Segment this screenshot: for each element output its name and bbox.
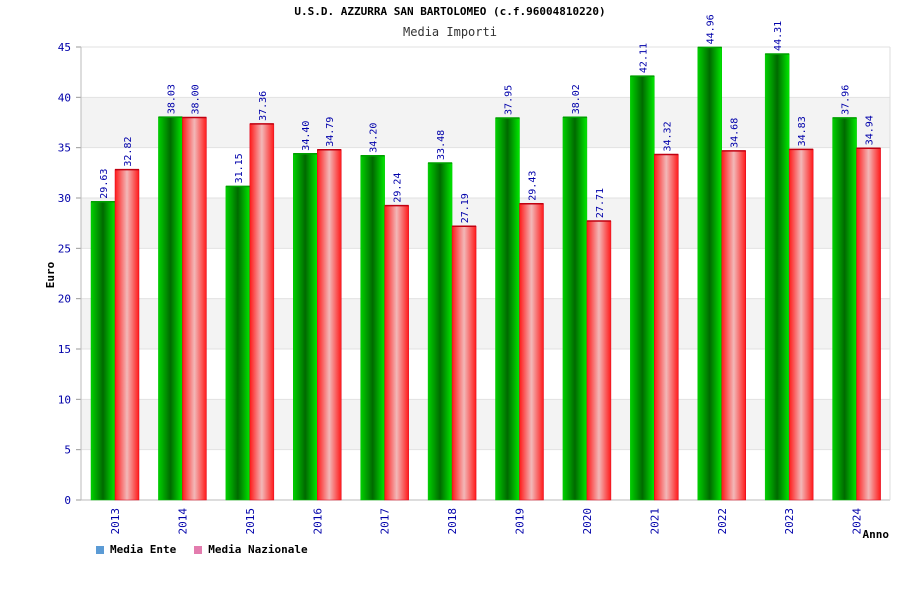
y-tick-label: 45 [58,41,71,54]
legend-item-nazionale: Media Nazionale [194,543,308,556]
data-label: 38.03 [166,84,177,114]
y-axis-title: Euro [44,261,57,288]
bar-ente [158,116,183,501]
bar-nazionale [519,203,544,501]
bar-ente [225,186,251,501]
bar-ente [697,47,722,501]
bar-nazionale [721,150,746,501]
legend-swatch-nazionale [194,545,203,554]
chart-title: U.S.D. AZZURRA SAN BARTOLOMEO (c.f.96004… [294,5,606,18]
data-label: 31.15 [234,153,245,183]
data-label: 44.96 [706,14,717,44]
data-label: 37.36 [258,91,269,121]
x-tick-label: 2015 [244,508,257,535]
bar-ente [630,75,655,501]
grid-band [81,399,890,450]
y-tick-label: 30 [58,192,71,205]
bar-nazionale [788,149,814,501]
legend: Media Ente Media Nazionale [96,543,308,556]
bar-nazionale [114,169,140,501]
x-tick-label: 2016 [311,508,324,535]
data-label: 34.94 [865,115,876,145]
x-tick-label: 2017 [379,508,392,535]
y-tick-label: 10 [58,393,71,406]
bar-ente [495,117,520,501]
y-tick-label: 15 [58,343,71,356]
x-tick-label: 2014 [176,508,189,535]
data-label: 33.48 [436,130,447,160]
data-label: 42.11 [638,43,649,73]
data-label: 44.31 [773,21,784,51]
x-tick-label: 2022 [716,508,729,535]
x-axis-title: Anno [863,528,890,541]
bar-ente [562,117,588,501]
bar-nazionale [856,148,881,501]
bar-nazionale [317,149,342,501]
data-label: 29.24 [393,173,404,203]
data-label: 34.79 [325,117,336,147]
bar-nazionale [451,226,477,501]
data-label: 34.20 [369,123,380,153]
bar-ente [293,153,318,501]
x-tick-label: 2020 [581,508,594,535]
data-label: 34.32 [662,121,673,151]
data-label: 29.43 [528,171,539,201]
grid-band [81,298,890,349]
bar-nazionale [249,123,275,501]
bar-nazionale [182,117,207,501]
x-tick-label: 2018 [446,508,459,535]
data-label: 27.71 [595,188,606,218]
legend-swatch-ente [96,545,104,554]
x-tick-label: 2024 [851,508,864,535]
y-tick-label: 5 [64,444,71,457]
y-tick-label: 40 [58,91,71,104]
data-label: 37.96 [841,85,852,115]
grid-band [81,97,890,148]
legend-label-nazionale: Media Nazionale [208,543,308,556]
bar-nazionale [654,154,679,501]
bar-ente [832,117,857,501]
x-tick-label: 2013 [109,508,122,535]
bar-nazionale [384,205,409,501]
x-tick-label: 2023 [783,508,796,535]
legend-item-ente: Media Ente [96,543,176,556]
y-tick-label: 35 [58,142,71,155]
data-label: 34.40 [301,121,312,151]
data-label: 37.95 [504,85,515,115]
bar-nazionale [586,220,612,501]
bar-ente [427,162,453,501]
data-label: 34.68 [730,118,741,148]
grid-band [81,198,890,249]
data-label: 29.63 [99,169,110,199]
bar-ente [360,155,385,501]
data-label: 34.83 [797,116,808,146]
legend-label-ente: Media Ente [110,543,177,556]
y-tick-label: 0 [64,494,71,507]
bar-ente [764,53,790,501]
data-label: 38.00 [190,84,201,114]
data-label: 38.02 [571,84,582,114]
y-tick-label: 20 [58,293,71,306]
y-tick-label: 25 [58,242,71,255]
bar-ente [90,201,116,501]
data-label: 27.19 [460,193,471,223]
chart-subtitle: Media Importi [403,25,497,39]
x-tick-label: 2019 [514,508,527,535]
data-label: 32.82 [123,137,134,167]
x-tick-label: 2021 [648,508,661,535]
